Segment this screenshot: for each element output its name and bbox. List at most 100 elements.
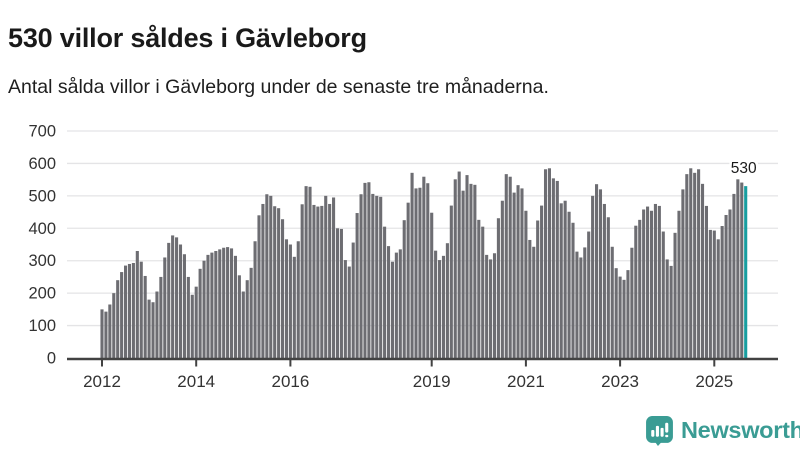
x-axis-label: 2019 xyxy=(413,372,451,391)
bar xyxy=(124,265,128,358)
bar xyxy=(398,249,402,358)
y-axis-label: 400 xyxy=(28,220,56,238)
bar xyxy=(363,182,367,358)
bar xyxy=(587,231,591,358)
bar xyxy=(532,246,536,358)
bar xyxy=(383,226,387,358)
bar xyxy=(281,219,285,358)
bar xyxy=(261,203,265,358)
bar xyxy=(430,212,434,358)
bar xyxy=(583,247,587,358)
bar xyxy=(245,280,249,358)
bar xyxy=(445,243,449,358)
bar xyxy=(469,183,473,358)
bar xyxy=(441,255,446,358)
x-axis-label: 2016 xyxy=(271,372,309,391)
bar xyxy=(182,254,186,358)
bar xyxy=(171,235,175,358)
bar xyxy=(418,187,422,358)
bar xyxy=(351,242,355,358)
bar xyxy=(449,205,453,358)
bar xyxy=(693,172,697,358)
bar xyxy=(127,263,132,358)
bar xyxy=(147,299,151,358)
bar xyxy=(591,195,595,358)
bar xyxy=(551,178,555,358)
newsworthy-logo-text: Newsworthy xyxy=(681,417,800,443)
bar xyxy=(665,259,669,358)
bar xyxy=(410,172,414,358)
bar xyxy=(689,168,693,358)
bar xyxy=(304,186,308,358)
bar xyxy=(555,180,559,358)
page-title: 530 villor såldes i Gävleborg xyxy=(8,23,367,54)
bar xyxy=(657,205,661,358)
bar xyxy=(461,190,465,358)
bar xyxy=(324,195,328,358)
y-axis-label: 200 xyxy=(28,285,56,303)
newsworthy-logo: Newsworthy xyxy=(645,415,800,447)
bar xyxy=(253,241,257,358)
bar xyxy=(167,242,171,358)
bar xyxy=(206,254,210,358)
bar xyxy=(602,203,606,358)
bar xyxy=(740,182,744,358)
bar xyxy=(477,219,481,358)
x-axis-label: 2014 xyxy=(177,372,215,391)
x-axis-label: 2023 xyxy=(601,372,639,391)
bar xyxy=(233,255,237,358)
bar xyxy=(335,228,340,358)
bar xyxy=(237,275,241,358)
bar xyxy=(543,169,548,358)
x-axis-label: 2021 xyxy=(507,372,545,391)
bar xyxy=(677,210,681,358)
bar xyxy=(732,193,736,358)
bar xyxy=(559,203,563,358)
bar xyxy=(229,248,234,358)
bar xyxy=(567,211,571,358)
bar xyxy=(547,168,551,358)
newsworthy-logo-icon xyxy=(646,416,673,446)
bar xyxy=(453,179,457,358)
bar xyxy=(155,291,159,358)
bar xyxy=(143,275,147,358)
bar xyxy=(163,257,167,358)
bar xyxy=(492,253,497,358)
bar xyxy=(473,184,477,358)
bar xyxy=(328,203,332,358)
bar xyxy=(257,215,261,358)
bar xyxy=(634,225,638,358)
bar xyxy=(402,220,406,358)
bar xyxy=(728,209,732,358)
bar xyxy=(288,244,292,358)
bar xyxy=(120,272,124,358)
bar xyxy=(108,304,112,358)
bar xyxy=(485,254,489,358)
bar xyxy=(700,183,705,358)
bar xyxy=(273,206,277,358)
bar xyxy=(606,217,610,358)
bar xyxy=(618,276,622,358)
bar xyxy=(292,256,296,358)
bar xyxy=(457,171,461,358)
bar xyxy=(571,222,575,358)
y-axis-label: 500 xyxy=(28,187,56,205)
y-axis-label: 300 xyxy=(28,252,56,270)
bar xyxy=(316,206,320,358)
bar xyxy=(681,189,685,358)
bar xyxy=(394,252,398,358)
bar xyxy=(112,293,116,358)
bar xyxy=(716,239,720,358)
bar xyxy=(712,230,716,358)
bar xyxy=(300,204,304,358)
bar xyxy=(649,210,654,358)
bar xyxy=(139,261,143,358)
bar xyxy=(540,205,544,358)
bar xyxy=(673,232,677,358)
bar xyxy=(579,257,583,358)
bar xyxy=(614,268,618,358)
bar xyxy=(367,182,371,358)
bar xyxy=(504,174,508,358)
bar xyxy=(622,279,626,358)
bar xyxy=(422,176,426,358)
